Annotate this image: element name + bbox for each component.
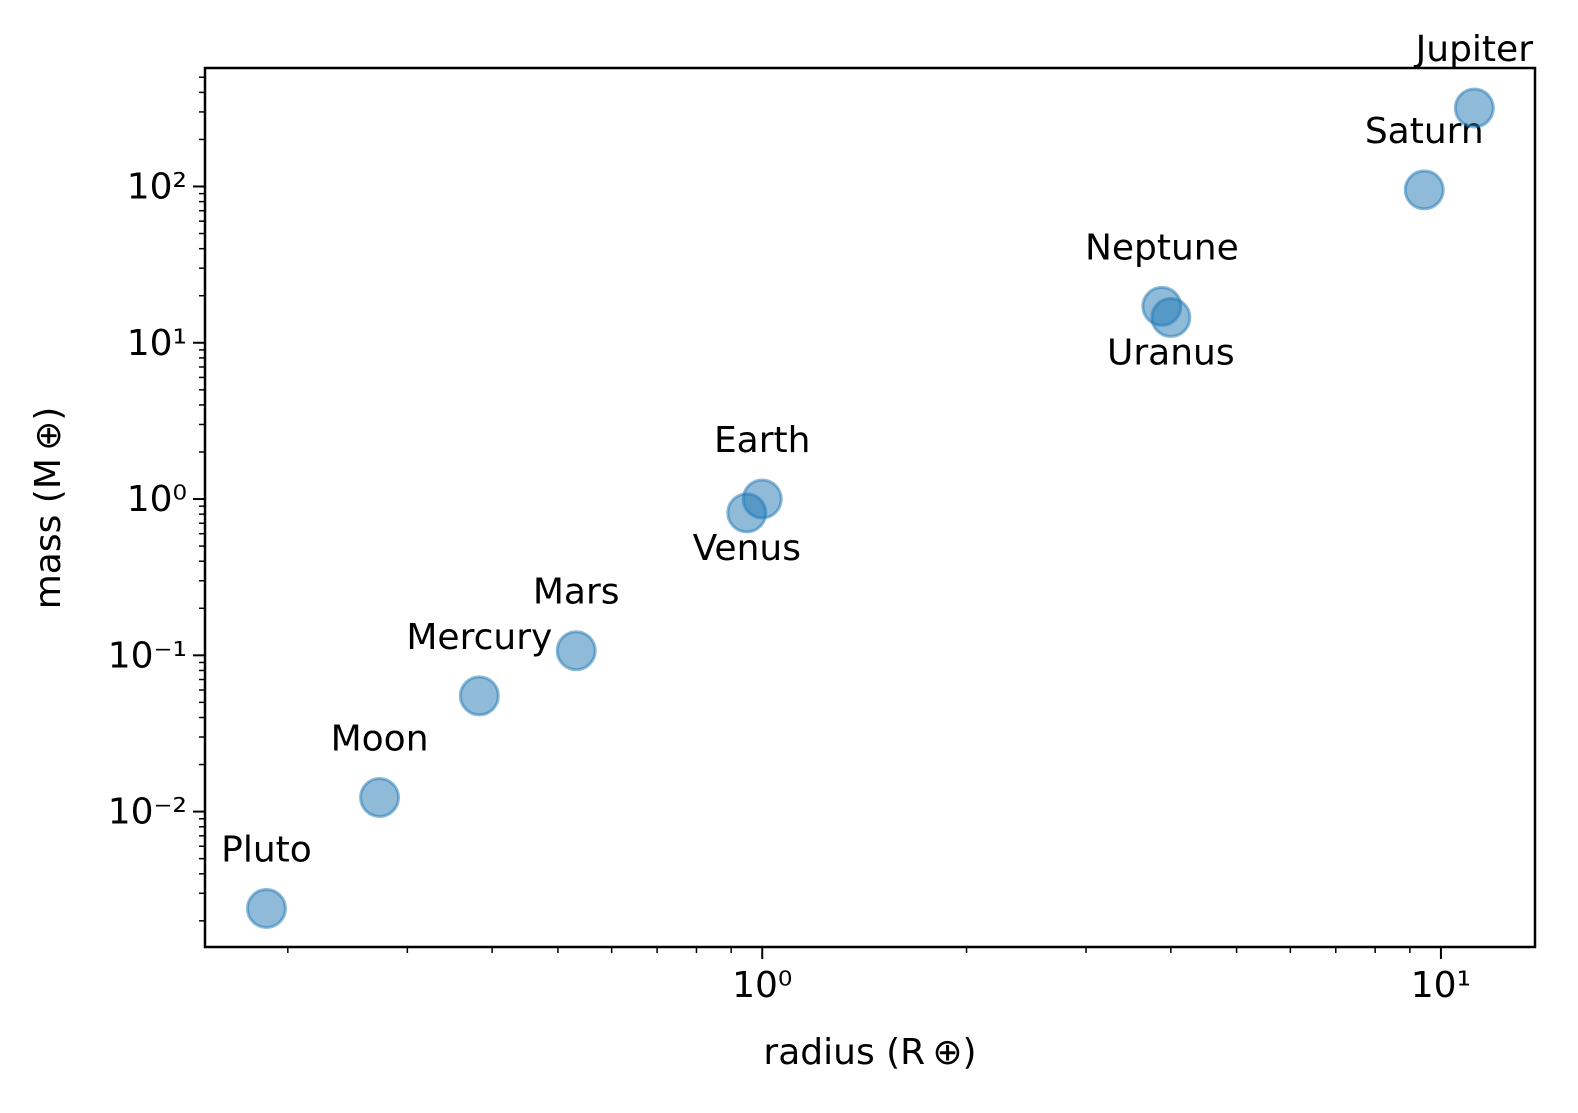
point: [741, 478, 783, 520]
point-label: Neptune: [1085, 227, 1239, 268]
point: [1453, 87, 1495, 129]
y-tick-label: 10⁰: [127, 479, 187, 520]
y-tick-label: 10²: [127, 166, 187, 207]
point-label: Mercury: [406, 617, 552, 658]
x-tick-label: 10¹: [1411, 965, 1471, 1006]
x-axis-label: radius (R ⊕): [763, 1032, 976, 1073]
point-label: Pluto: [221, 829, 312, 870]
point-label: Earth: [714, 420, 811, 461]
point-label: Uranus: [1107, 333, 1235, 374]
point: [458, 675, 500, 717]
point-label: Moon: [331, 719, 429, 760]
y-tick-label: 10⁻²: [108, 792, 187, 833]
point-label: Mars: [533, 572, 620, 613]
point: [555, 630, 597, 672]
point: [245, 887, 287, 929]
point-label: Jupiter: [1414, 29, 1534, 70]
x-tick-label: 10⁰: [732, 965, 792, 1006]
point: [359, 777, 401, 819]
point: [1403, 169, 1445, 211]
y-tick-label: 10⁻¹: [108, 635, 187, 676]
y-tick-label: 10¹: [127, 323, 187, 364]
point: [1150, 297, 1192, 339]
y-axis-label: mass (M ⊕): [28, 407, 69, 610]
point-label: Venus: [693, 528, 801, 569]
plot-frame: [203, 66, 1537, 949]
